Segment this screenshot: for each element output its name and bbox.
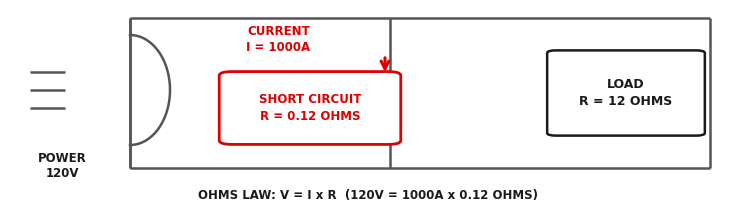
Text: LOAD
R = 12 OHMS: LOAD R = 12 OHMS: [579, 78, 673, 108]
Text: POWER
120V: POWER 120V: [38, 152, 86, 180]
Text: I = 1000A: I = 1000A: [246, 41, 310, 54]
Text: OHMS LAW: V = I x R  (120V = 1000A x 0.12 OHMS): OHMS LAW: V = I x R (120V = 1000A x 0.12…: [198, 189, 539, 203]
Text: CURRENT: CURRENT: [247, 25, 310, 38]
FancyBboxPatch shape: [547, 50, 705, 136]
Text: SHORT CIRCUIT
R = 0.12 OHMS: SHORT CIRCUIT R = 0.12 OHMS: [259, 93, 361, 123]
FancyBboxPatch shape: [219, 72, 401, 144]
